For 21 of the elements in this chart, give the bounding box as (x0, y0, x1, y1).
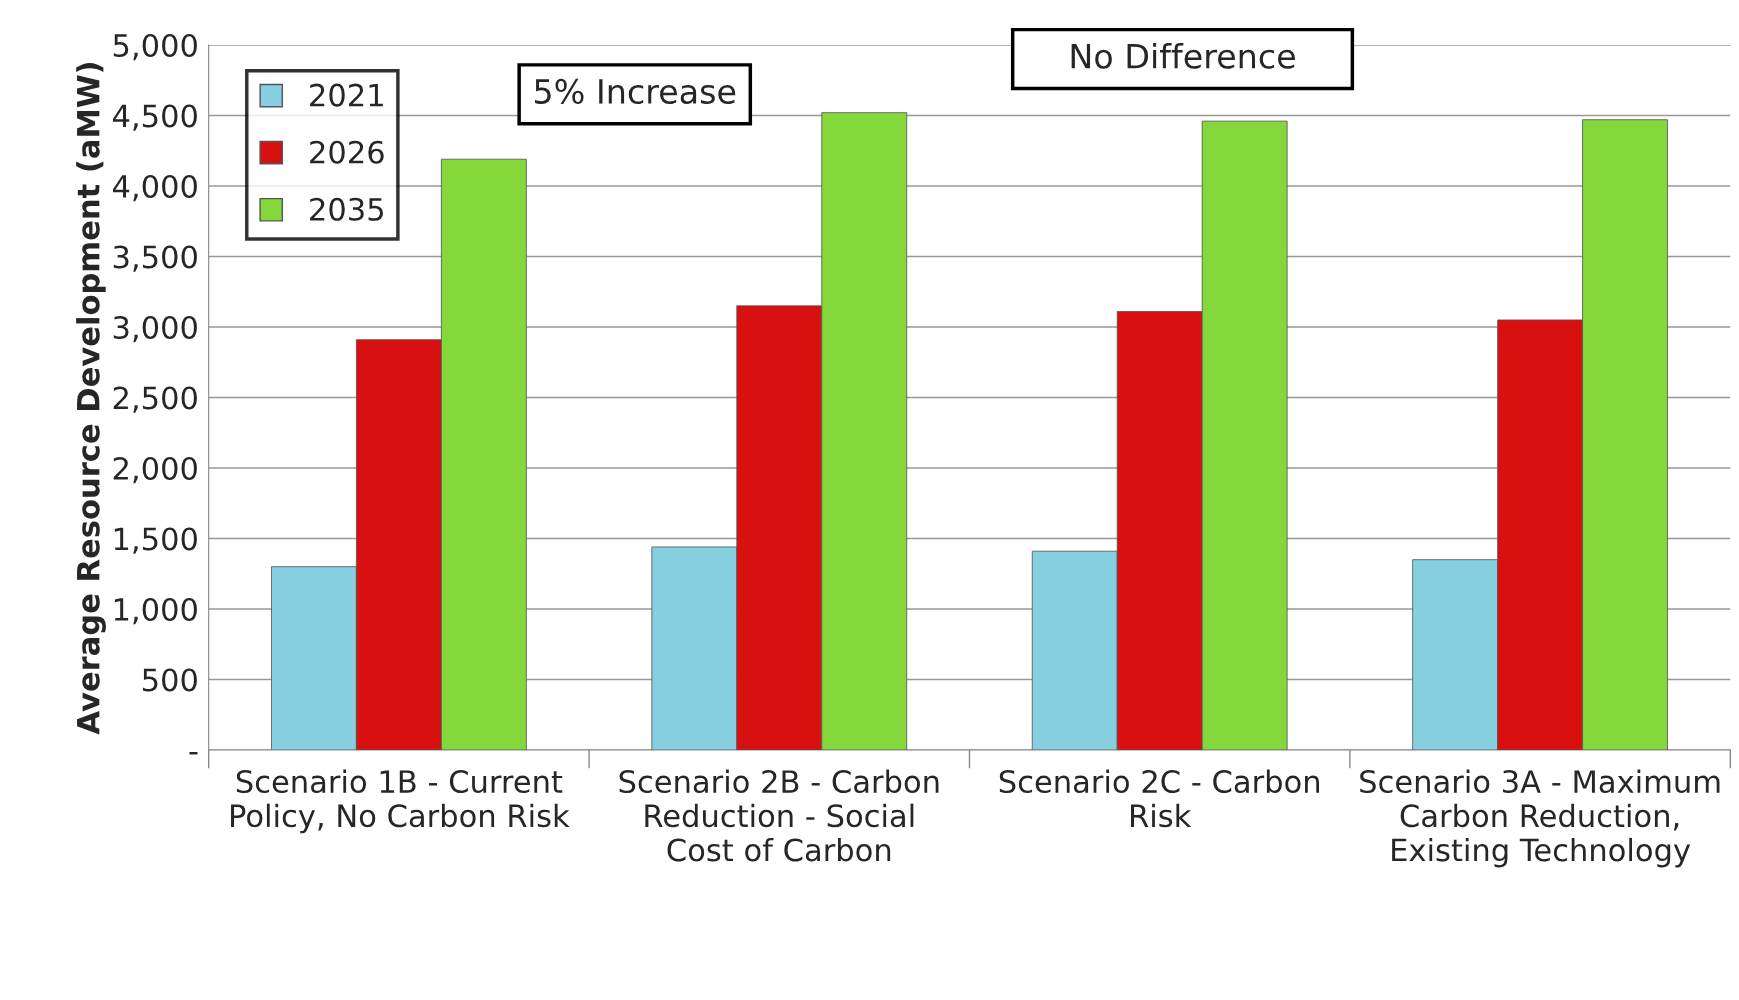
y-tick-label: 1,500 (114, 527, 197, 554)
x-tick-label: Scenario 2B - Carbon Reduction - Social Cost of Carbon (619, 769, 939, 862)
annotation: 5% Increase (535, 78, 736, 105)
y-tick-label: 4,500 (112, 104, 197, 131)
y-tick-label: 2,000 (113, 456, 197, 484)
y-tick-label: 3,500 (113, 245, 197, 272)
y-tick-label: 5,000 (113, 33, 197, 61)
legend-label: 2035 (310, 197, 383, 221)
x-tick-label: Scenario 3A - Maximum Carbon Reduction, Existing Technology (1360, 769, 1720, 868)
y-tick-label: 500 (142, 668, 197, 692)
legend-label: 2026 (310, 140, 384, 164)
y-tick-label: - (189, 752, 198, 755)
y-axis-title: Average Resource Development (aMW) (76, 63, 106, 735)
y-tick-label: 3,000 (113, 315, 197, 343)
y-tick-label: 2,500 (113, 386, 197, 413)
legend-label: 2021 (310, 83, 383, 107)
annotation: No Difference (1071, 42, 1295, 69)
x-tick-label: Scenario 1B - Current Policy, No Carbon Risk (231, 769, 570, 834)
x-tick-label: Scenario 2C - Carbon Risk (999, 769, 1320, 828)
y-tick-label: 1,000 (114, 597, 197, 625)
y-tick-label: 4,000 (112, 174, 197, 202)
